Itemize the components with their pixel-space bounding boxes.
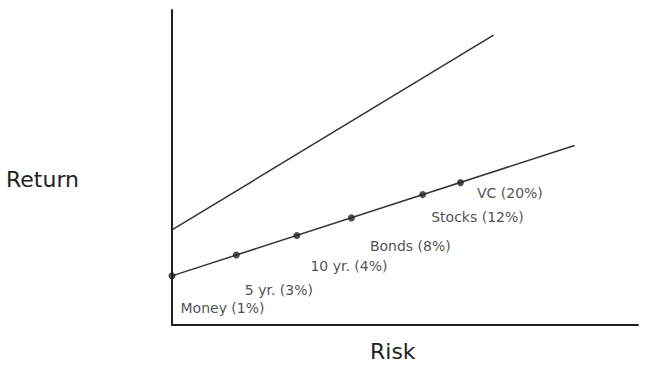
svg-text:Risk: Risk: [370, 339, 416, 364]
svg-text:Money (1%): Money (1%): [181, 300, 265, 316]
svg-text:5 yr. (3%): 5 yr. (3%): [245, 282, 313, 298]
svg-text:Stocks (12%): Stocks (12%): [431, 209, 524, 225]
svg-text:VC (20%): VC (20%): [477, 185, 543, 201]
svg-text:10 yr. (4%): 10 yr. (4%): [310, 258, 387, 274]
svg-text:Bonds (8%): Bonds (8%): [370, 238, 451, 254]
svg-text:Return: Return: [6, 167, 79, 192]
